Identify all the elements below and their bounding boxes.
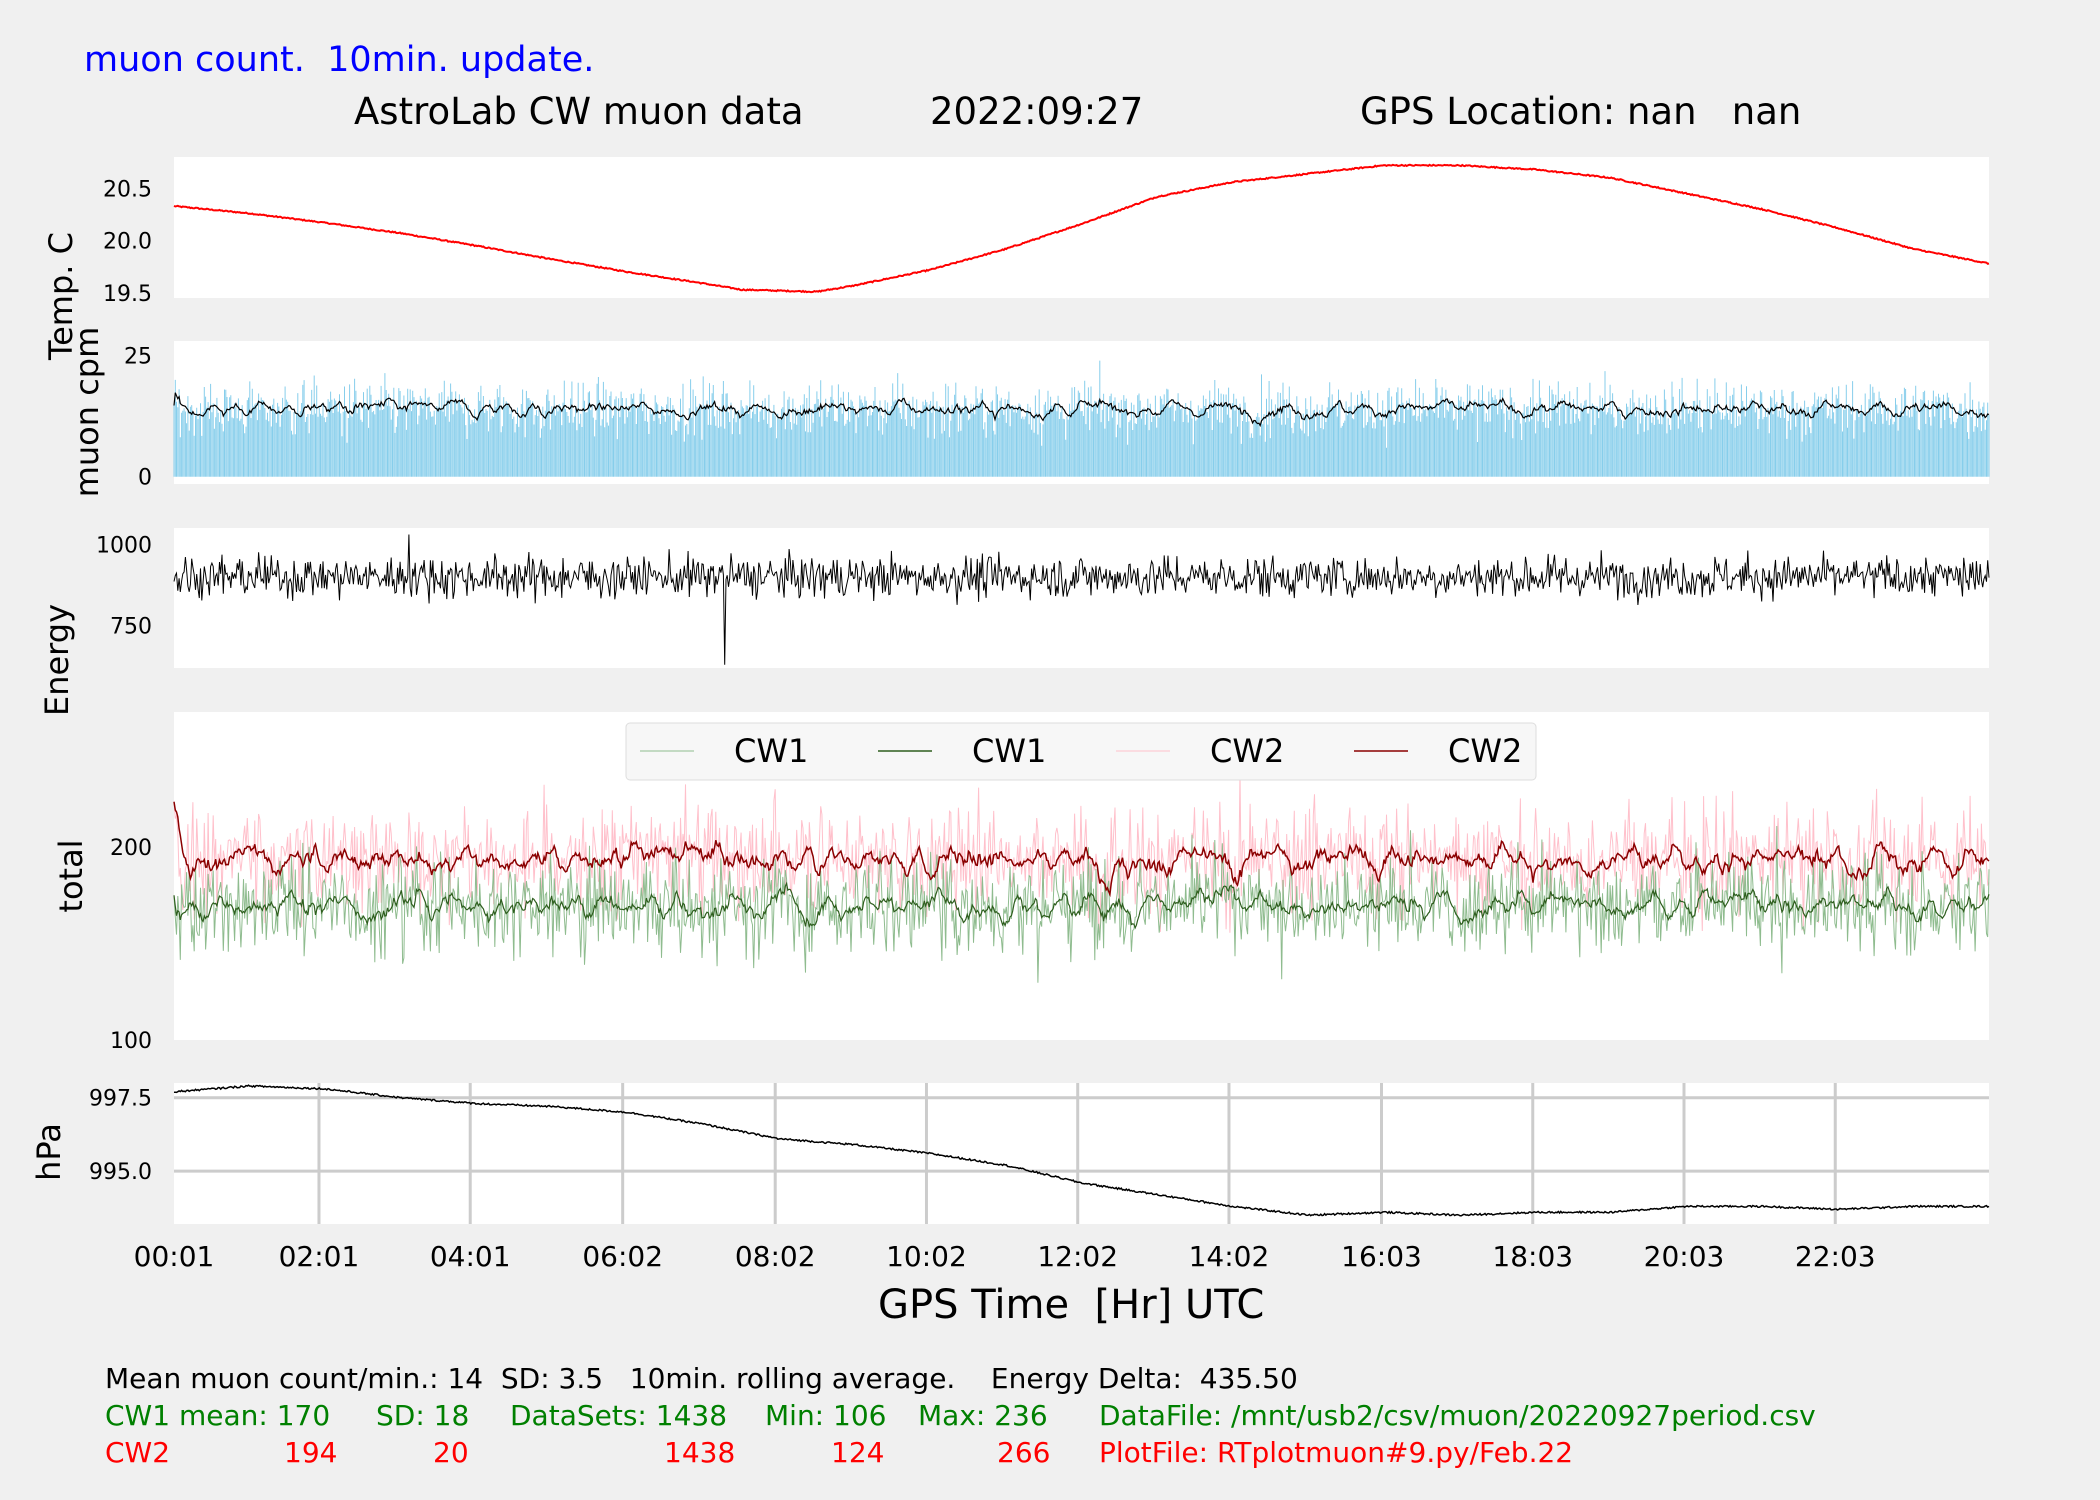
cw2-label: CW2 — [105, 1436, 171, 1469]
temp-tick-label: 20.5 — [103, 177, 152, 202]
x-axis-title: GPS Time [Hr] UTC — [878, 1282, 1265, 1328]
cw2-datasets: 1438 — [664, 1436, 736, 1469]
temp-tick-label: 19.5 — [103, 282, 152, 307]
energy-tick-label: 750 — [110, 615, 152, 640]
panel-background — [174, 157, 1989, 298]
energy-tick-label: 1000 — [96, 533, 152, 558]
legend-box — [625, 722, 1537, 781]
x-tick-label: 12:02 — [1037, 1240, 1118, 1273]
cw1-min: Min: 106 — [765, 1399, 887, 1432]
x-tick-label: 20:03 — [1644, 1240, 1725, 1273]
temperature-line — [173, 163, 1990, 294]
muon-rolling-average-line — [173, 392, 1990, 428]
x-tick-label: 06:02 — [582, 1240, 663, 1273]
cw1-max: Max: 236 — [918, 1399, 1048, 1432]
legend-label: CW2 — [1210, 732, 1284, 770]
muon-count-bars — [173, 360, 1990, 477]
pressure-tick-label: 995.0 — [89, 1160, 152, 1185]
pressure-axis-label: hPa — [30, 1123, 68, 1181]
cw1-mean: CW1 mean: 170 — [105, 1399, 331, 1432]
x-tick-label: 18:03 — [1492, 1240, 1573, 1273]
subtitle: muon count. 10min. update. — [84, 40, 595, 80]
energy-axis-label: Energy — [38, 604, 76, 716]
x-tick-label: 14:02 — [1189, 1240, 1270, 1273]
plot-file: PlotFile: RTplotmuon#9.py/Feb.22 — [1099, 1436, 1574, 1469]
muon-axis-label: muon cpm — [68, 327, 106, 498]
panel-background — [174, 1083, 1989, 1224]
x-tick-label: 08:02 — [735, 1240, 816, 1273]
chart-title: AstroLab CW muon data — [354, 90, 804, 133]
panel-background — [174, 528, 1989, 668]
muon-tick-label: 25 — [124, 345, 152, 370]
data-file: DataFile: /mnt/usb2/csv/muon/20220927per… — [1099, 1399, 1816, 1432]
cw2-sd: 20 — [433, 1436, 469, 1469]
x-tick-label: 22:03 — [1795, 1240, 1876, 1273]
pressure-line — [173, 1084, 1990, 1217]
x-tick-label: 16:03 — [1341, 1240, 1422, 1273]
legend-label: CW1 — [734, 732, 808, 770]
total-axis-label: total — [52, 839, 90, 912]
cw2-rolling-line — [173, 801, 1990, 898]
cw1-datasets: DataSets: 1438 — [510, 1399, 728, 1432]
x-tick-label: 00:01 — [134, 1240, 215, 1273]
cw1-sd: SD: 18 — [376, 1399, 470, 1432]
stats-line: Mean muon count/min.: 14 SD: 3.5 10min. … — [105, 1362, 1298, 1395]
cw2-mean: 194 — [284, 1436, 338, 1469]
pressure-tick-label: 997.5 — [89, 1087, 152, 1112]
total-tick-label: 100 — [110, 1029, 152, 1054]
x-tick-label: 02:01 — [279, 1240, 360, 1273]
gps-location: GPS Location: nan nan — [1360, 90, 1802, 133]
cw2-max: 266 — [997, 1436, 1051, 1469]
energy-line — [173, 534, 1990, 665]
cw1-rolling-line — [173, 881, 1990, 930]
cw1-raw-line — [173, 825, 1990, 983]
temp-axis-label: Temp. C — [42, 232, 80, 361]
legend-label: CW1 — [972, 732, 1046, 770]
legend-label: CW2 — [1448, 732, 1522, 770]
total-tick-label: 200 — [110, 836, 152, 861]
muon-tick-label: 0 — [138, 466, 152, 491]
x-tick-label: 10:02 — [886, 1240, 967, 1273]
temp-tick-label: 20.0 — [103, 230, 152, 255]
x-tick-label: 04:01 — [430, 1240, 511, 1273]
cw2-min: 124 — [831, 1436, 885, 1469]
chart-date: 2022:09:27 — [930, 90, 1144, 133]
panel-background — [174, 341, 1989, 484]
